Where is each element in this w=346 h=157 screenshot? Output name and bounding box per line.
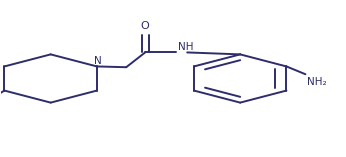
Text: O: O xyxy=(141,21,149,31)
Text: N: N xyxy=(94,56,101,66)
Text: NH: NH xyxy=(178,42,193,52)
Text: NH₂: NH₂ xyxy=(307,77,327,87)
